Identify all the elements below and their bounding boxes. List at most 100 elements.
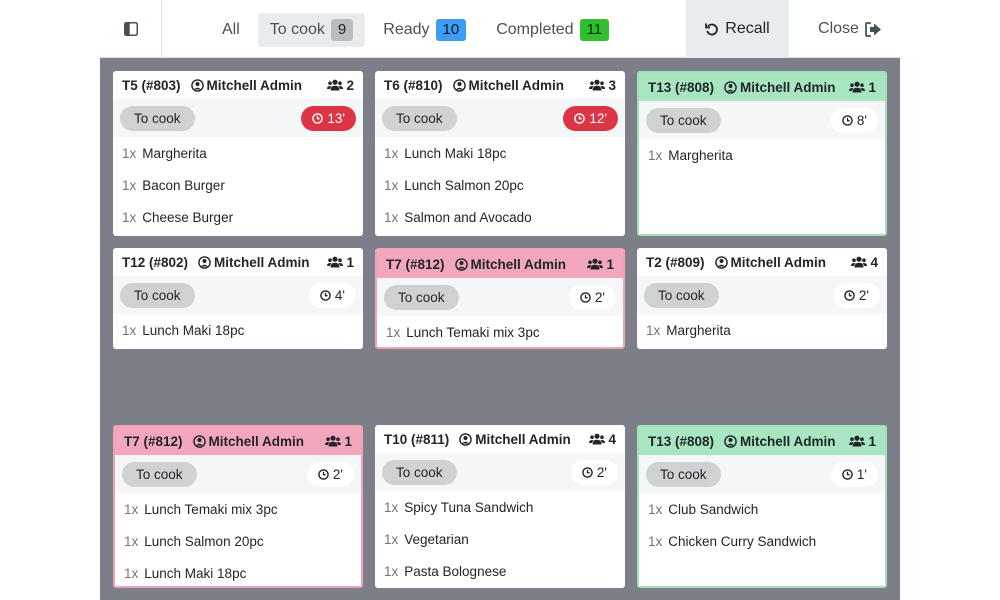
order-line[interactable]: 1x Vegetarian bbox=[384, 523, 616, 555]
order-status-button[interactable]: To cook bbox=[646, 461, 721, 487]
line-product: Club Sandwich bbox=[668, 501, 759, 517]
order-status-button[interactable]: To cook bbox=[644, 282, 719, 308]
line-quantity: 1x bbox=[648, 533, 663, 549]
order-line[interactable]: 1x Chicken Curry Sandwich bbox=[648, 525, 876, 557]
tab-to-cook[interactable]: To cook 9 bbox=[257, 13, 366, 47]
order-line[interactable]: 1x Bacon Burger bbox=[122, 169, 354, 201]
order-header: T2 (#809) Mitchell Admin 4 bbox=[637, 248, 887, 276]
user-name: Mitchell Admin bbox=[730, 254, 827, 270]
order-card[interactable]: T13 (#808) Mitchell Admin 1 To cook 1' 1x Club… bbox=[637, 425, 887, 588]
recall-button[interactable]: Recall bbox=[686, 0, 789, 58]
timer-value: 8' bbox=[856, 112, 867, 128]
order-card[interactable]: T12 (#802) Mitchell Admin 1 To cook 4' 1x Lunc… bbox=[113, 248, 363, 349]
order-status-button[interactable]: To cook bbox=[382, 459, 457, 485]
order-line[interactable]: 1x Margherita bbox=[122, 137, 354, 169]
order-status-button[interactable]: To cook bbox=[382, 105, 457, 131]
table-number: T13 (#808) bbox=[648, 433, 715, 449]
users-icon bbox=[327, 79, 344, 91]
order-card[interactable]: T10 (#811) Mitchell Admin 4 To cook 2' 1x Spic… bbox=[375, 425, 625, 588]
tab-ready[interactable]: Ready 10 bbox=[371, 13, 478, 47]
sign-out-icon bbox=[865, 21, 881, 37]
order-card[interactable]: T7 (#812) Mitchell Admin 1 To cook 2' 1x Lunch… bbox=[375, 248, 625, 349]
line-quantity: 1x bbox=[122, 322, 137, 338]
order-status-button[interactable]: To cook bbox=[646, 107, 721, 133]
line-product: Lunch Salmon 20pc bbox=[404, 177, 524, 193]
order-line[interactable]: 1x Pasta Bolognese bbox=[384, 555, 616, 587]
order-user: Mitchell Admin bbox=[190, 77, 328, 93]
guest-count: 2 bbox=[327, 78, 354, 93]
guest-count: 1 bbox=[849, 80, 876, 95]
line-quantity: 1x bbox=[384, 563, 399, 579]
line-product: Vegetarian bbox=[404, 531, 469, 547]
order-header: T5 (#803) Mitchell Admin 2 bbox=[113, 71, 363, 99]
order-lines: 1x Lunch Maki 18pc bbox=[113, 314, 363, 346]
users-icon bbox=[325, 435, 342, 447]
line-quantity: 1x bbox=[648, 147, 663, 163]
guest-count: 1 bbox=[327, 255, 354, 270]
clock-icon bbox=[318, 468, 329, 480]
line-product: Lunch Temaki mix 3pc bbox=[144, 501, 278, 517]
order-lines: 1x Spicy Tuna Sandwich 1x Vegetarian 1x Pasta… bbox=[375, 491, 625, 587]
order-header: T7 (#812) Mitchell Admin 1 bbox=[377, 250, 623, 278]
user-circle-icon bbox=[198, 255, 211, 269]
line-product: Pasta Bolognese bbox=[404, 563, 507, 579]
order-status-button[interactable]: To cook bbox=[122, 461, 197, 487]
line-quantity: 1x bbox=[384, 177, 399, 193]
clock-icon bbox=[842, 114, 853, 126]
table-number: T12 (#802) bbox=[122, 254, 189, 270]
user-circle-icon bbox=[190, 78, 204, 92]
table-number: T7 (#812) bbox=[386, 256, 445, 272]
timer-value: 4' bbox=[334, 287, 345, 303]
order-timer: 2' bbox=[568, 284, 616, 310]
order-line[interactable]: 1x Lunch Temaki mix 3pc bbox=[124, 493, 352, 525]
order-card[interactable]: T5 (#803) Mitchell Admin 2 To cook 13' 1x Marg… bbox=[113, 71, 363, 236]
status-row: To cook 13' bbox=[113, 99, 363, 137]
order-line[interactable]: 1x Lunch Salmon 20pc bbox=[384, 169, 616, 201]
order-line[interactable]: 1x Lunch Maki 18pc bbox=[384, 137, 616, 169]
line-quantity: 1x bbox=[122, 145, 137, 161]
order-status-button[interactable]: To cook bbox=[384, 284, 459, 310]
line-product: Bacon Burger bbox=[142, 177, 225, 193]
table-number: T6 (#810) bbox=[384, 77, 443, 93]
order-status-button[interactable]: To cook bbox=[120, 282, 195, 308]
order-card[interactable]: T7 (#812) Mitchell Admin 1 To cook 2' 1x Lunch… bbox=[113, 425, 363, 588]
order-line[interactable]: 1x Lunch Temaki mix 3pc bbox=[386, 316, 614, 347]
close-button[interactable]: Close bbox=[800, 0, 900, 58]
filter-tabs: All To cook 9 Ready 10 Completed 11 bbox=[210, 13, 621, 47]
user-name: Mitchell Admin bbox=[206, 77, 303, 93]
users-icon bbox=[851, 256, 868, 268]
user-circle-icon bbox=[724, 434, 737, 448]
tab-label: All bbox=[222, 21, 240, 38]
order-line[interactable]: 1x Margherita bbox=[648, 139, 876, 171]
order-card[interactable]: T6 (#810) Mitchell Admin 3 To cook 12' 1x Lunc… bbox=[375, 71, 625, 236]
order-line[interactable]: 1x Lunch Maki 18pc bbox=[124, 557, 352, 586]
line-quantity: 1x bbox=[384, 209, 399, 225]
guest-count-value: 1 bbox=[868, 433, 876, 449]
tab-completed[interactable]: Completed 11 bbox=[484, 13, 621, 47]
order-line[interactable]: 1x Cheese Burger bbox=[122, 201, 354, 233]
line-quantity: 1x bbox=[648, 501, 663, 517]
order-header: T6 (#810) Mitchell Admin 3 bbox=[375, 71, 625, 99]
order-header: T12 (#802) Mitchell Admin 1 bbox=[113, 248, 363, 276]
line-quantity: 1x bbox=[386, 324, 401, 340]
order-card[interactable]: T13 (#808) Mitchell Admin 1 To cook 8' 1x Marg… bbox=[637, 71, 887, 236]
sidebar-toggle-button[interactable] bbox=[100, 0, 162, 58]
status-row: To cook 1' bbox=[639, 455, 885, 493]
order-card[interactable]: T2 (#809) Mitchell Admin 4 To cook 2' 1x Margh… bbox=[637, 248, 887, 349]
order-line[interactable]: 1x Club Sandwich bbox=[648, 493, 876, 525]
user-circle-icon bbox=[454, 257, 468, 271]
top-bar: All To cook 9 Ready 10 Completed 11 Reca… bbox=[100, 0, 900, 58]
order-line[interactable]: 1x Salmon and Avocado bbox=[384, 201, 616, 233]
user-circle-icon bbox=[192, 434, 206, 448]
tab-all[interactable]: All bbox=[210, 13, 252, 47]
user-name: Mitchell Admin bbox=[470, 256, 567, 272]
order-line[interactable]: 1x Spicy Tuna Sandwich bbox=[384, 491, 616, 523]
order-lines: 1x Margherita bbox=[639, 139, 885, 171]
order-line[interactable]: 1x Lunch Maki 18pc bbox=[122, 314, 354, 346]
order-line[interactable]: 1x Margherita bbox=[646, 314, 878, 346]
order-user: Mitchell Admin bbox=[459, 432, 589, 447]
order-status-button[interactable]: To cook bbox=[120, 105, 195, 131]
